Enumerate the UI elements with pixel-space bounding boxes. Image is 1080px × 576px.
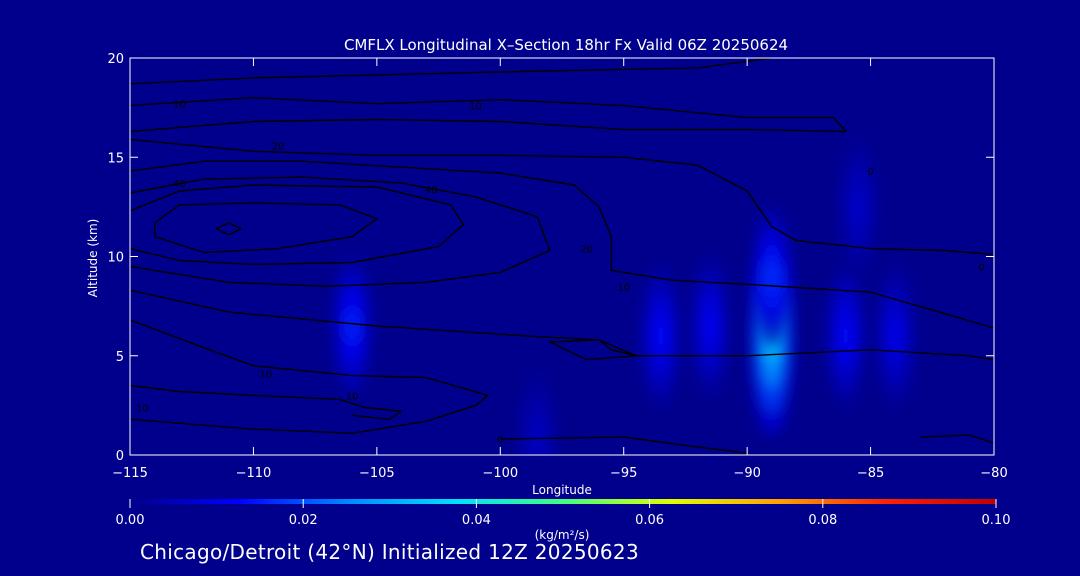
wind-contour-12 <box>500 436 748 454</box>
x-tick-label-3: −100 <box>482 466 518 481</box>
colorbar <box>130 499 996 504</box>
colorbar-tick-label-4: 0.08 <box>808 513 837 528</box>
contour-label-12: 0 <box>497 435 503 446</box>
y-tick-label-1: 5 <box>116 350 124 365</box>
wind-contour-6 <box>154 202 378 254</box>
contour-label-1: 10 <box>469 102 482 113</box>
contour-label-7: 0 <box>867 167 873 178</box>
flux-cell-6 <box>875 265 916 406</box>
x-tick-label-6: −85 <box>857 466 884 481</box>
x-tick-label-2: −105 <box>359 466 395 481</box>
chart-title: CMFLX Longitudinal X–Section 18hr Fx Val… <box>344 36 788 54</box>
flux-cell-2 <box>690 255 731 396</box>
contour-label-3: 40 <box>173 179 186 190</box>
wind-contour-5 <box>130 184 464 266</box>
y-tick-label-3: 15 <box>107 151 124 166</box>
y-tick-label-0: 0 <box>116 449 124 464</box>
y-tick-label-2: 10 <box>107 251 124 266</box>
flux-cell-7 <box>838 136 879 277</box>
x-axis: −115 −110 −105 −100 −95 −90 −85 −80 <box>112 58 1008 481</box>
x-tick-label-0: −115 <box>112 466 148 481</box>
x-axis-label: Longitude <box>532 483 592 497</box>
contour-label-10: 10 <box>136 403 149 414</box>
x-tick-label-4: −95 <box>610 466 637 481</box>
contour-label-11: 10 <box>346 391 359 402</box>
colorbar-tick-label-5: 0.10 <box>982 513 1011 528</box>
wind-contour-10 <box>130 319 489 434</box>
contour-label-6: 10 <box>617 282 630 293</box>
contour-label-4: 40 <box>425 185 438 196</box>
contour-label-9: 10 <box>259 370 272 381</box>
wind-contour-8 <box>130 289 994 361</box>
wind-contour-7 <box>215 222 242 236</box>
contour-label-5: 20 <box>580 245 593 256</box>
contour-label-2: 20 <box>272 141 285 152</box>
y-tick-label-4: 20 <box>107 52 124 67</box>
contour-labels: 10 10 20 40 40 20 10 0 0 10 10 10 0 <box>136 100 985 446</box>
flux-cell-1 <box>640 265 681 406</box>
wind-contour-11 <box>130 384 403 420</box>
colorbar-tick-label-3: 0.06 <box>635 513 664 528</box>
wind-contour-4 <box>130 176 551 287</box>
flux-cell-5 <box>825 265 866 406</box>
colorbar-label: (kg/m²/s) <box>535 528 590 542</box>
wind-contours <box>130 58 994 454</box>
contour-label-8: 0 <box>978 262 984 273</box>
x-tick-label-5: −90 <box>733 466 760 481</box>
x-tick-label-1: −110 <box>236 466 272 481</box>
colorbar-tick-label-2: 0.04 <box>462 513 491 528</box>
convective-flux-field <box>332 136 916 455</box>
wind-contour-3 <box>130 160 994 329</box>
y-axis-label: Altitude (km) <box>86 219 100 298</box>
flux-cell-4 <box>751 206 792 347</box>
wind-contour-1 <box>130 97 847 133</box>
colorbar-tick-label-0: 0.00 <box>116 513 145 528</box>
wind-contour-9 <box>549 339 637 361</box>
colorbar-ticks: 0.00 0.02 0.04 0.06 0.08 0.10 <box>116 499 1011 528</box>
wind-contour-13 <box>919 434 994 444</box>
wind-contour-0 <box>130 58 772 85</box>
contour-label-0: 10 <box>173 100 186 111</box>
flux-cell-0 <box>332 255 373 396</box>
x-tick-label-7: −80 <box>980 466 1007 481</box>
initialization-caption: Chicago/Detroit (42°N) Initialized 12Z 2… <box>140 540 639 564</box>
colorbar-tick-label-1: 0.02 <box>289 513 318 528</box>
wind-contour-2 <box>130 138 994 256</box>
y-axis: 0 5 10 15 20 <box>107 52 994 464</box>
